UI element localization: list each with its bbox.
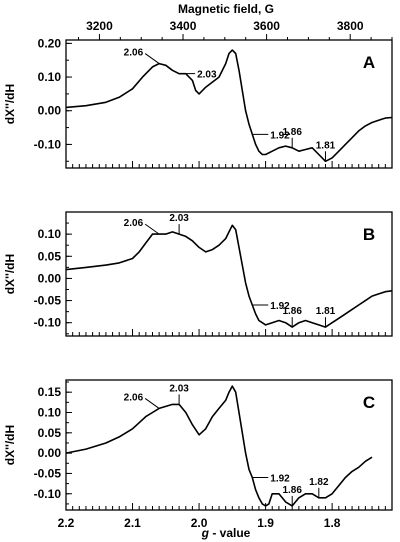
g-value-annotation: 2.06 — [124, 218, 144, 229]
panel-c: 0.15 0.10 0.05 0.00 -0.05 -0.10 dX''/dH 2.06 2.0… — [3, 379, 393, 511]
y-tick-label: 0.00 — [38, 104, 62, 118]
panel-letter: C — [363, 393, 375, 412]
top-tick-label: 3600 — [253, 19, 280, 33]
g-value-annotation: 1.81 — [316, 306, 336, 317]
annotation-leader — [144, 53, 160, 64]
x-tick-label: 2.0 — [191, 516, 208, 530]
y-tick-label: -0.05 — [34, 466, 62, 480]
g-value-annotation: 2.03 — [169, 383, 189, 394]
top-axis: 3200 3400 3600 3800 — [78, 19, 393, 40]
plot-frame — [65, 379, 393, 511]
x-tick-label: 1.9 — [257, 516, 274, 530]
y-tick-label: -0.10 — [34, 316, 62, 330]
plot-frame — [65, 211, 393, 337]
g-value-annotation: 2.03 — [197, 70, 217, 81]
y-tick-label: -0.10 — [34, 487, 62, 501]
y-tick-label: 0.10 — [38, 227, 62, 241]
spectrum-trace — [65, 224, 393, 328]
g-value-annotation: 2.06 — [124, 392, 144, 403]
y-tick-label: -0.05 — [34, 294, 62, 308]
top-axis-title: Magnetic field, G — [178, 2, 274, 16]
y-tick-label: 0.00 — [38, 271, 62, 285]
y-tick-label: 0.05 — [38, 426, 62, 440]
top-tick-label: 3800 — [337, 19, 364, 33]
spectrum-trace — [65, 49, 393, 163]
g-value-annotation: 1.82 — [309, 477, 329, 488]
y-tick-label: -0.10 — [34, 137, 62, 151]
y-tick-label: 0.05 — [38, 249, 62, 263]
g-value-annotation: 1.86 — [282, 127, 302, 138]
bottom-axis-title-g: g — [201, 526, 210, 540]
g-value-annotation: 1.92 — [270, 130, 290, 141]
panel-b: 0.10 0.05 0.00 -0.05 -0.10 dX''/dH 2.06 2.03 1.9… — [3, 211, 393, 337]
plot-frame — [65, 39, 393, 169]
g-value-annotation: 1.86 — [282, 306, 302, 317]
y-axis-title: dX''/dH — [3, 254, 17, 294]
g-value-annotation: 1.92 — [270, 474, 290, 485]
y-tick-label: 0.15 — [38, 385, 62, 399]
y-tick-label: 0.10 — [38, 70, 62, 84]
annotation-leader — [144, 398, 160, 409]
y-axis-title: dX''/dH — [3, 425, 17, 465]
panel-letter: B — [363, 225, 375, 244]
bottom-axis-title-rest: - value — [209, 526, 251, 540]
x-tick-label: 1.8 — [324, 516, 341, 530]
g-value-annotation: 1.81 — [316, 140, 336, 151]
panel-letter: A — [363, 53, 375, 72]
y-tick-label: 0.10 — [38, 406, 62, 420]
x-tick-label: 2.1 — [124, 516, 141, 530]
spectrum-trace — [65, 385, 373, 507]
g-value-annotation: 1.86 — [282, 485, 302, 496]
y-tick-label: 0.20 — [38, 36, 62, 50]
bottom-axis: 2.2 2.1 2.0 1.9 1.8 — [58, 516, 341, 530]
g-value-annotation: 1.92 — [270, 301, 290, 312]
g-value-annotation: 2.03 — [169, 213, 189, 224]
y-tick-label: 0.00 — [38, 446, 62, 460]
x-tick-label: 2.2 — [58, 516, 75, 530]
annotation-leader — [144, 223, 160, 235]
panel-a: 0.20 0.10 0.00 -0.10 dX''/dH 2.06 2.03 1.921.86… — [3, 36, 393, 169]
top-tick-label: 3200 — [86, 19, 113, 33]
g-value-annotation: 2.06 — [124, 48, 144, 59]
bottom-axis-title: g - value — [201, 526, 251, 540]
top-tick-label: 3400 — [170, 19, 197, 33]
y-axis-title: dX''/dH — [3, 84, 17, 124]
